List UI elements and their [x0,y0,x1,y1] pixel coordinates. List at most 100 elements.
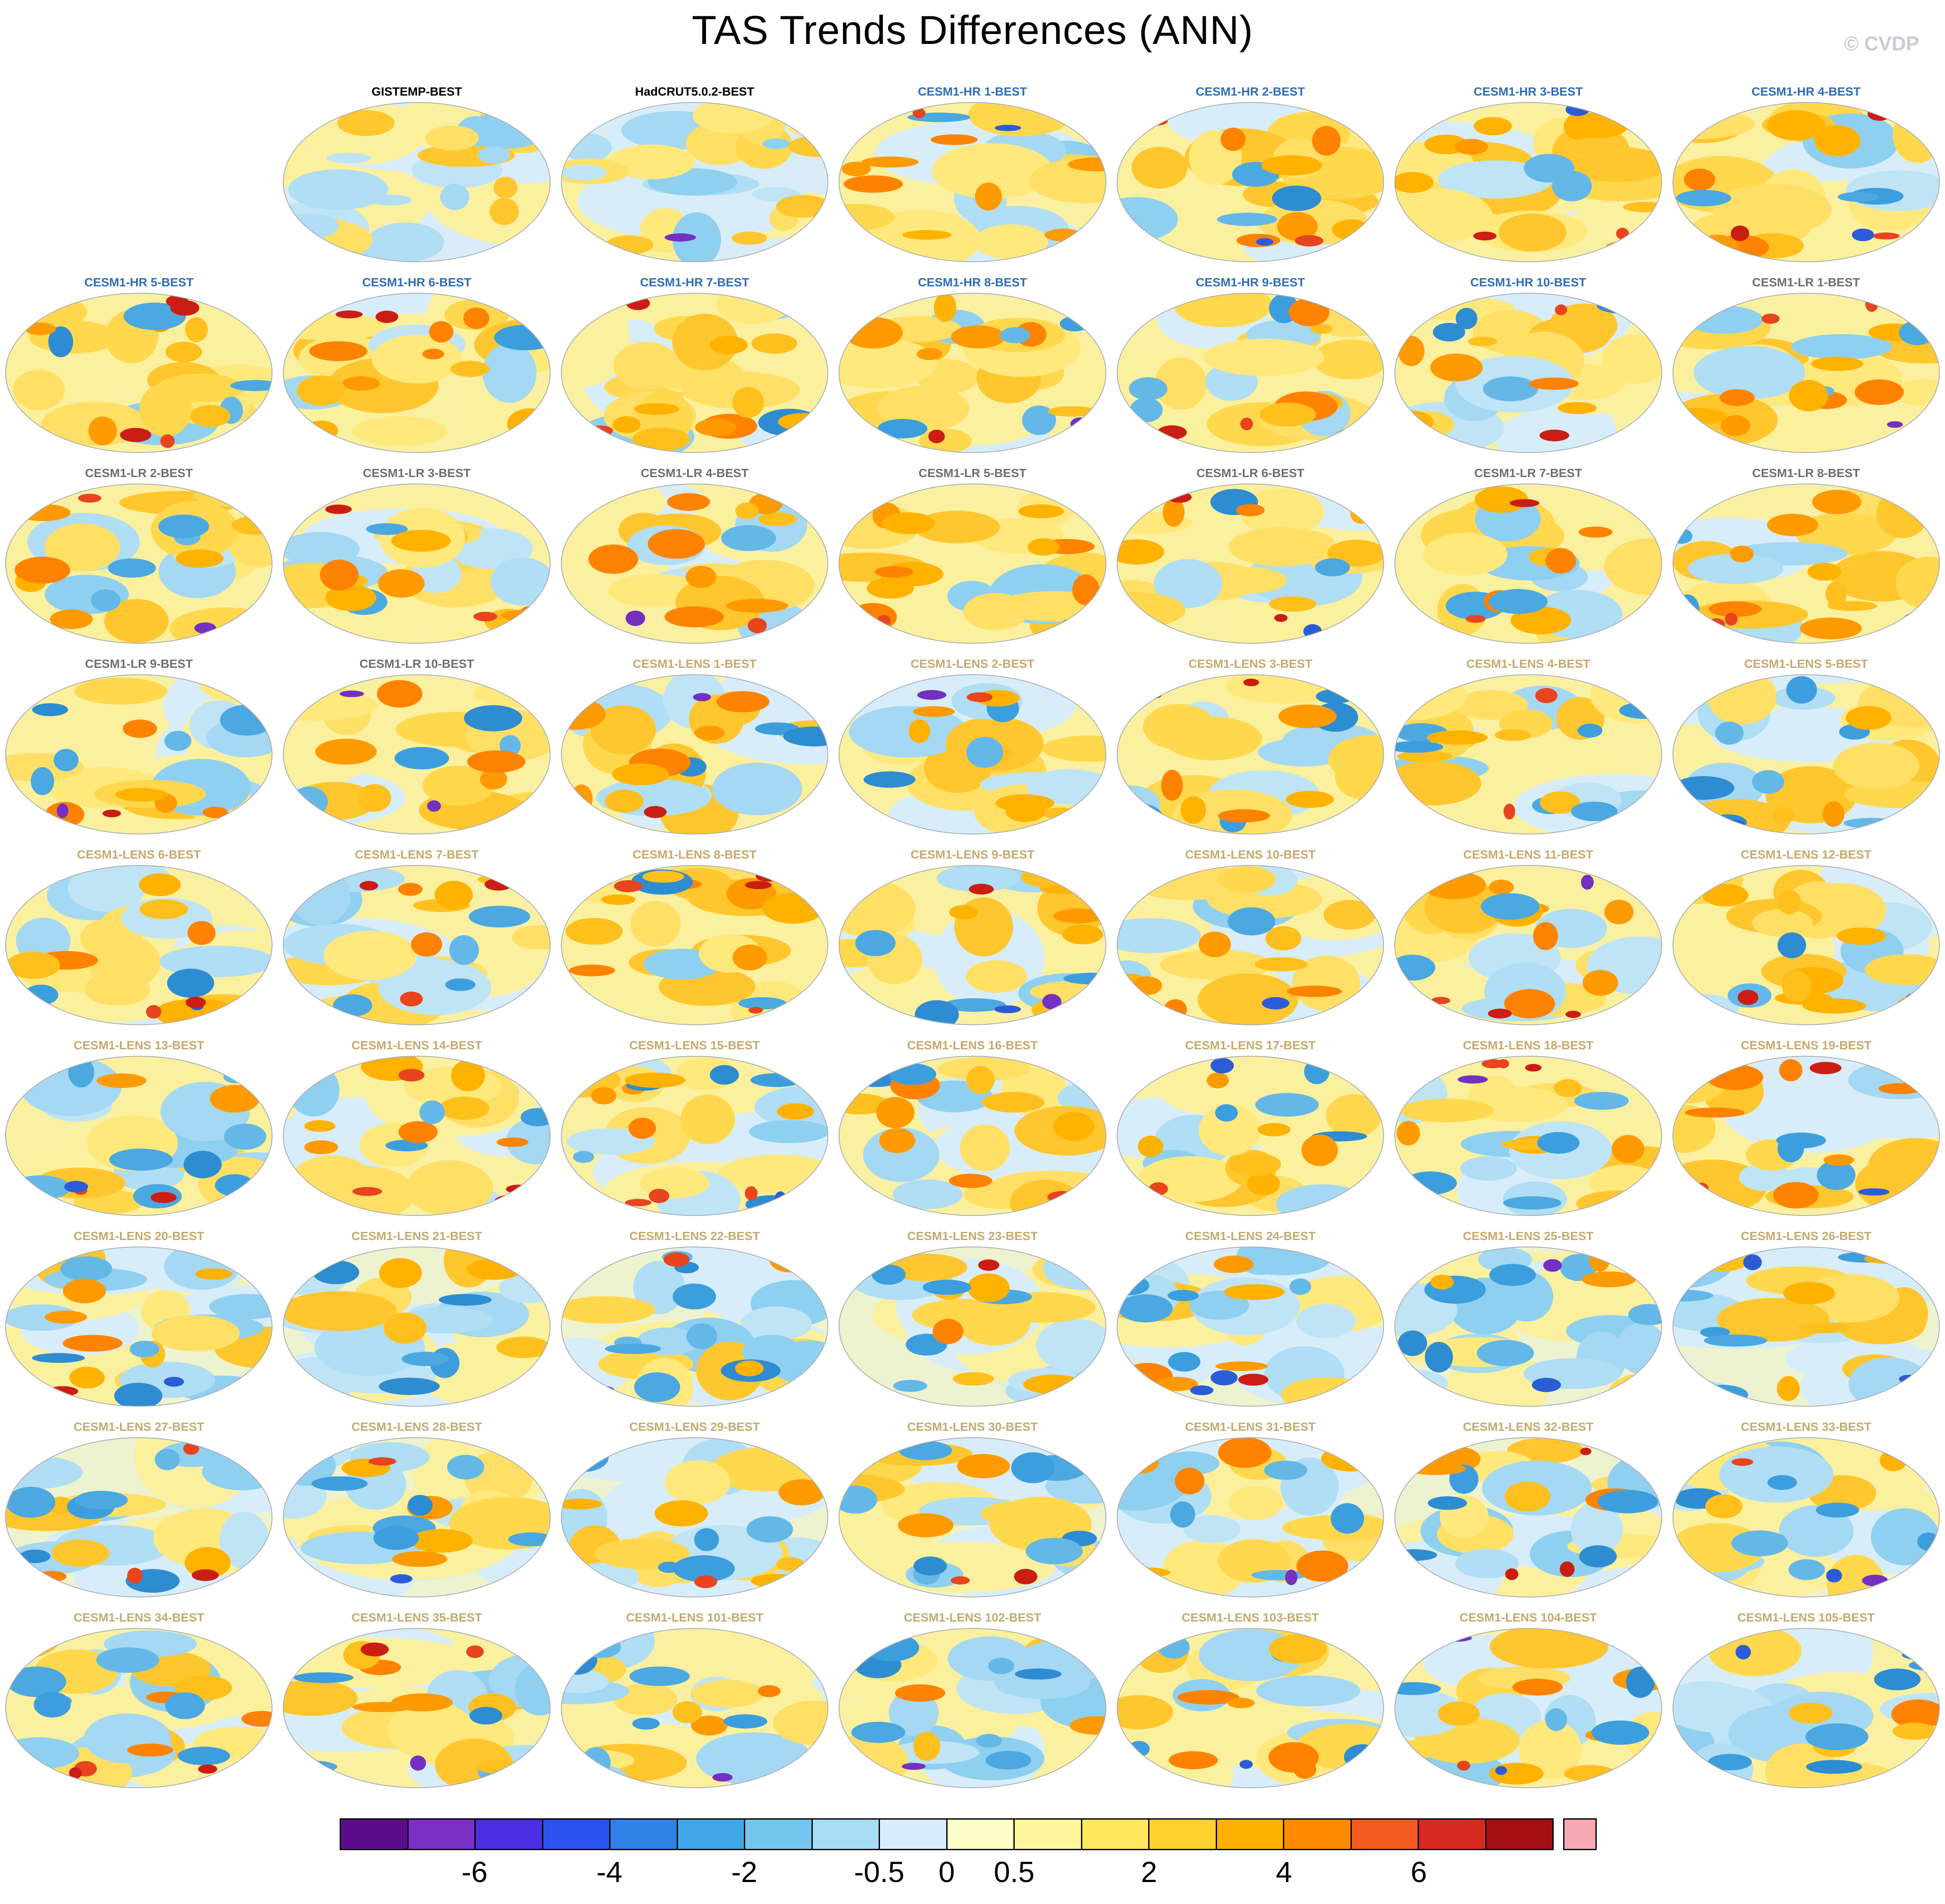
map-panel: CESM1-LENS 7-BEST [283,847,551,1025]
map-panel-label: CESM1-LR 9-BEST [85,657,193,670]
map-panel-label: CESM1-LENS 102-BEST [904,1611,1041,1624]
world-map [5,865,273,1025]
world-map [283,293,551,453]
world-map [1116,1437,1384,1597]
map-panel: CESM1-LENS 105-BEST [1672,1610,1940,1788]
map-panel-label: CESM1-LR 2-BEST [85,466,193,480]
map-panel: CESM1-LENS 14-BEST [283,1038,551,1216]
colorbar-segment [744,1818,811,1850]
map-panel: CESM1-LENS 104-BEST [1394,1610,1662,1788]
world-map [561,102,829,262]
world-map [5,293,273,453]
world-map [1116,1247,1384,1407]
map-panel: CESM1-LENS 11-BEST [1394,847,1662,1025]
world-map [839,1437,1106,1597]
page-title: TAS Trends Differences (ANN) [691,7,1254,53]
world-map [839,865,1106,1025]
colorbar-segment [407,1818,474,1850]
world-map [1394,1056,1662,1216]
map-panel-label: CESM1-LENS 1-BEST [632,657,757,670]
world-map [1672,293,1940,453]
map-panel-label: CESM1-LENS 13-BEST [74,1039,204,1052]
map-panel-label: CESM1-LENS 103-BEST [1181,1611,1319,1624]
map-panel-label: CESM1-LENS 24-BEST [1185,1229,1316,1243]
map-panel-label: CESM1-LENS 11-BEST [1463,848,1593,861]
world-map [561,865,829,1025]
map-panel: CESM1-LR 2-BEST [5,466,273,644]
map-panel-label: CESM1-LR 5-BEST [918,466,1027,480]
map-panel-label: CESM1-LENS 4-BEST [1466,657,1590,670]
colorbar-segment [1081,1818,1148,1850]
map-panel: CESM1-HR 9-BEST [1116,275,1384,453]
map-panel-label: CESM1-LENS 29-BEST [629,1420,760,1433]
world-map [1394,1628,1662,1788]
map-panel: CESM1-LENS 9-BEST [839,847,1106,1025]
world-map [1394,102,1662,262]
world-map [283,1247,551,1407]
world-map [1672,102,1940,262]
map-panel: CESM1-LENS 34-BEST [5,1610,273,1788]
world-map [283,1056,551,1216]
map-panel: CESM1-HR 4-BEST [1672,84,1940,262]
world-map [5,1247,273,1407]
map-panel-label: CESM1-LENS 7-BEST [355,848,479,861]
colorbar-segment [1013,1818,1081,1850]
world-map [283,674,551,834]
world-map [1394,865,1662,1025]
map-panel-label: CESM1-LENS 10-BEST [1185,848,1316,861]
colorbar-tick-label: 0 [938,1856,955,1888]
world-map [561,1056,829,1216]
world-map [839,1628,1106,1788]
world-map [839,484,1106,644]
map-panel: CESM1-LENS 103-BEST [1116,1610,1384,1788]
colorbar-tick-label: -0.5 [854,1856,904,1888]
map-panel-label: CESM1-LENS 35-BEST [351,1611,482,1624]
map-panel: CESM1-LENS 1-BEST [561,657,829,834]
map-panel-label: CESM1-LR 7-BEST [1474,466,1583,480]
map-panel: CESM1-LR 10-BEST [283,657,551,834]
map-panel-label: CESM1-LR 6-BEST [1196,466,1304,480]
map-panel: GISTEMP-BEST [283,84,551,262]
map-panel: CESM1-HR 6-BEST [283,275,551,453]
map-panel: CESM1-LENS 31-BEST [1116,1420,1384,1597]
colorbar-segment [1283,1818,1350,1850]
map-panel-label: CESM1-LENS 25-BEST [1463,1229,1594,1243]
map-panel-label: CESM1-HR 9-BEST [1195,276,1305,289]
map-panel: CESM1-LENS 15-BEST [561,1038,829,1216]
world-map [1116,865,1384,1025]
colorbar: -6 -4 -2 -0.5 0 0.5 2 4 6 [340,1818,1597,1888]
world-map [561,484,829,644]
map-panel-label: CESM1-LENS 12-BEST [1741,848,1871,861]
world-map [1116,102,1384,262]
colorbar-tick-label: 0.5 [994,1856,1035,1888]
map-panel-label: CESM1-LR 1-BEST [1752,276,1860,289]
map-panel: CESM1-HR 8-BEST [839,275,1106,453]
world-map [561,293,829,453]
map-panel: CESM1-LENS 24-BEST [1116,1229,1384,1407]
map-panel: CESM1-LENS 25-BEST [1394,1229,1662,1407]
world-map [283,484,551,644]
colorbar-segment [879,1818,946,1850]
map-panel: CESM1-LENS 33-BEST [1672,1420,1940,1597]
map-panel-label: HadCRUT5.0.2-BEST [635,85,755,98]
colorbar-segment [1215,1818,1283,1850]
world-map [5,674,273,834]
map-panel-label: CESM1-HR 5-BEST [84,276,194,289]
map-panel-label: CESM1-LENS 27-BEST [74,1420,204,1433]
map-panel-label: CESM1-LENS 104-BEST [1459,1611,1597,1624]
world-map [839,1247,1106,1407]
world-map [283,1628,551,1788]
map-panel-label: CESM1-LENS 17-BEST [1185,1039,1316,1052]
world-map [1394,1437,1662,1597]
map-panel-label: CESM1-LENS 31-BEST [1185,1420,1316,1433]
world-map [1394,674,1662,834]
map-panel-label: CESM1-LENS 30-BEST [907,1420,1038,1433]
cvdp-watermark: © CVDP [1844,32,1919,55]
map-panel: CESM1-HR 3-BEST [1394,84,1662,262]
map-panel-label: CESM1-HR 7-BEST [640,276,750,289]
world-map [1116,293,1384,453]
colorbar-segment [1418,1818,1485,1850]
map-panel-label: CESM1-LENS 22-BEST [629,1229,760,1243]
world-map [1672,865,1940,1025]
colorbar-segment [676,1818,744,1850]
